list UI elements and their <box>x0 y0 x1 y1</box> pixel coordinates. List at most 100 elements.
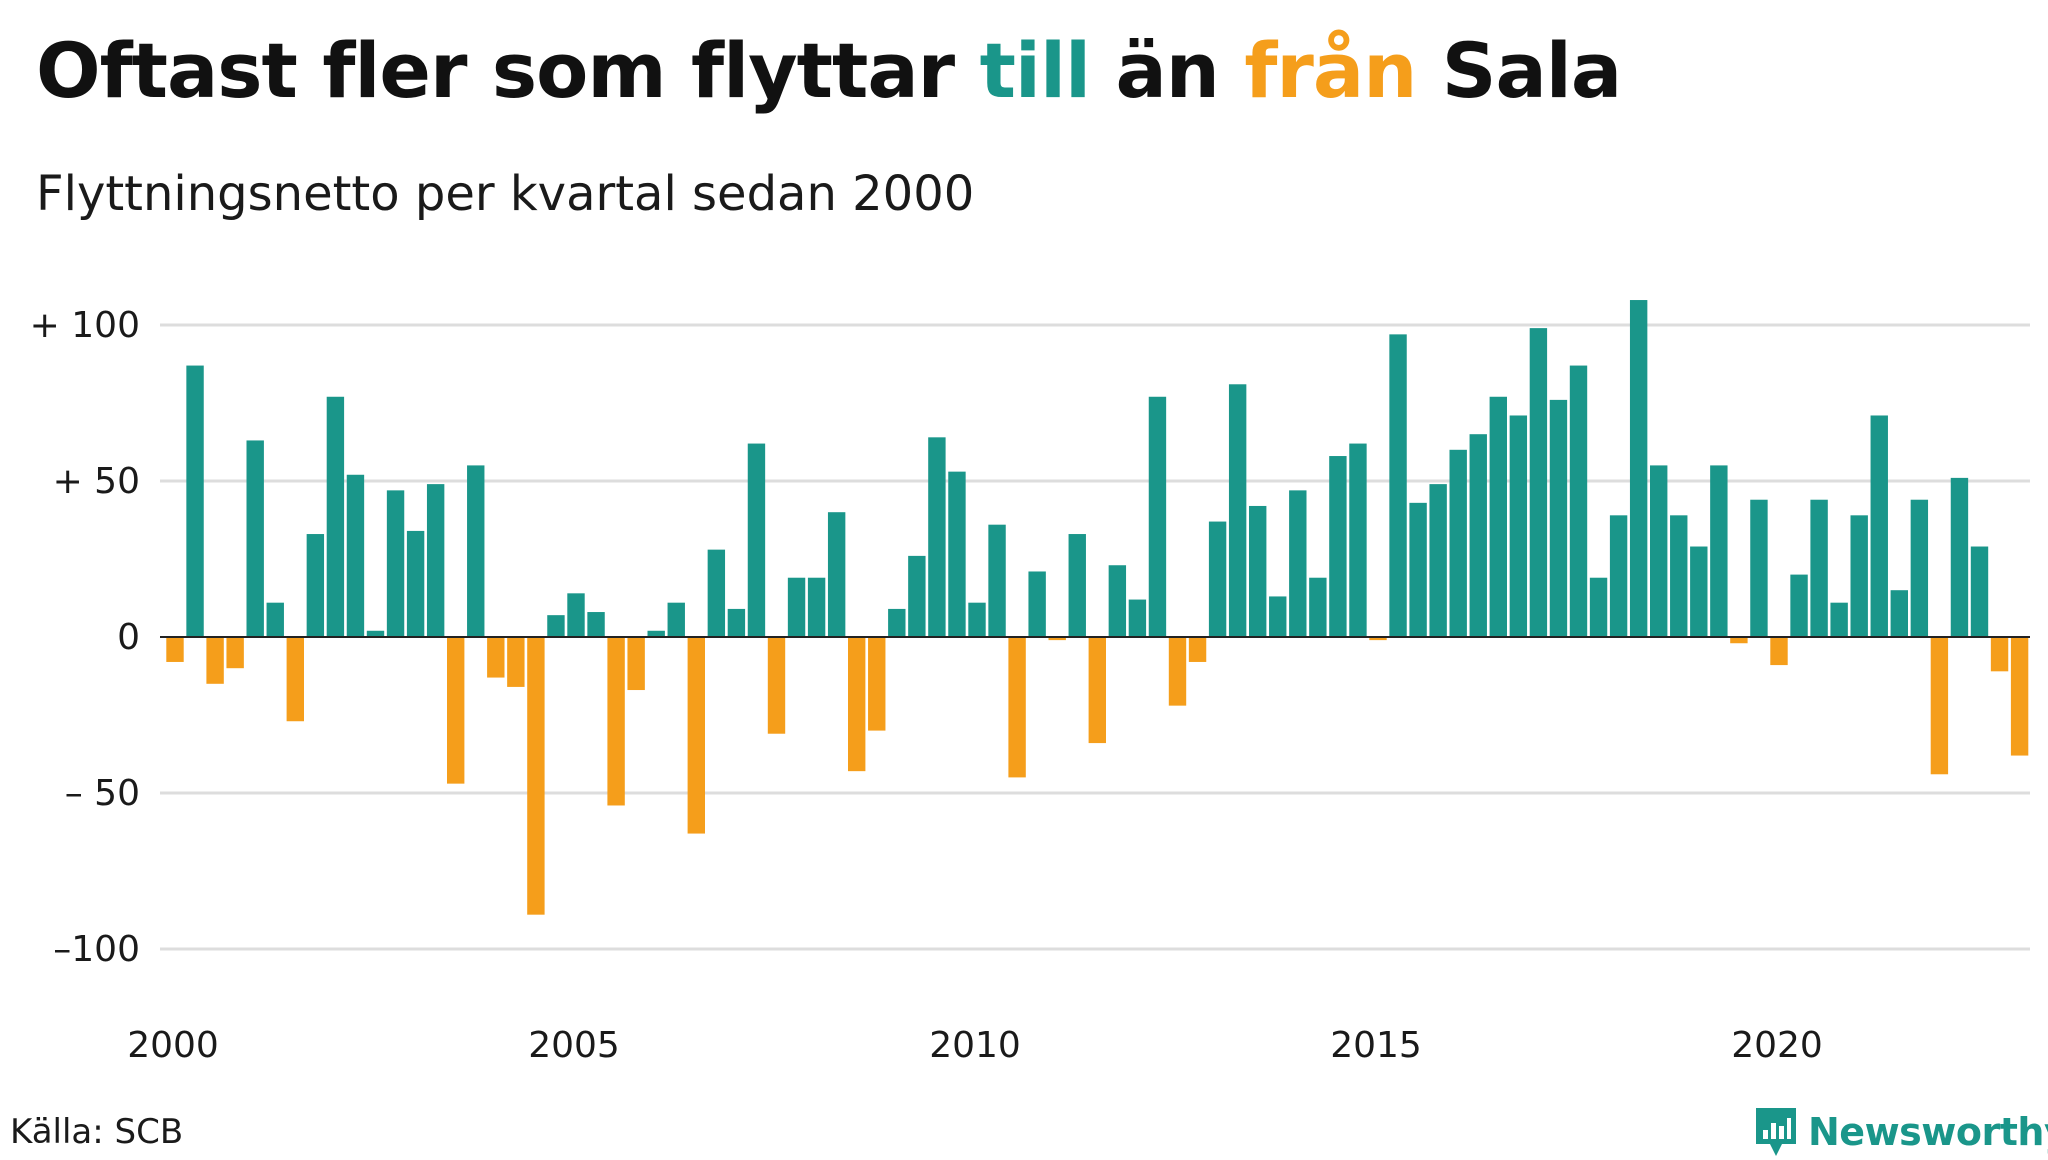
bar-positive <box>827 512 846 637</box>
bar-positive <box>346 474 365 637</box>
bar-positive <box>1870 415 1888 637</box>
bar-positive <box>1289 490 1307 637</box>
bar-positive <box>1389 334 1407 637</box>
bar-positive <box>246 440 264 637</box>
newsworthy-logo-icon <box>1756 1108 1796 1156</box>
gridlines <box>160 323 2030 951</box>
bar-positive <box>266 602 284 637</box>
bar-negative <box>848 637 866 772</box>
bar-positive <box>1970 546 1989 637</box>
title-part-5: Sala <box>1416 26 1622 115</box>
bar-positive <box>1629 300 1648 637</box>
y-tick-label: + 100 <box>30 305 140 346</box>
bar-positive <box>386 490 405 637</box>
bar-negative <box>1168 637 1187 706</box>
title-highlight-till: till <box>979 26 1091 115</box>
bar-positive <box>567 593 585 637</box>
bar-negative <box>1088 637 1106 744</box>
brand-logo: Newsworthy <box>1752 1104 2048 1160</box>
chart-subtitle: Flyttningsnetto per kvartal sedan 2000 <box>36 166 975 222</box>
bar-positive <box>667 602 685 637</box>
bar-positive <box>1028 571 1046 637</box>
bar-negative <box>607 637 625 806</box>
bar-positive <box>186 365 204 637</box>
bar-positive <box>1549 399 1568 637</box>
bar-chart: + 100 + 50 0 – 50 –100 2000 2005 2010 2015 2020 <box>30 300 2030 1066</box>
title-highlight-fran: från <box>1244 26 1417 115</box>
bar-positive <box>988 524 1006 637</box>
x-tick-label: 2020 <box>1731 1025 1823 1066</box>
bar-negative <box>447 637 465 784</box>
bar-positive <box>1429 484 1447 637</box>
bar-negative <box>527 637 545 915</box>
bar-positive <box>1309 577 1327 637</box>
bar-positive <box>406 530 425 637</box>
bar-positive <box>1469 434 1487 637</box>
bar-positive <box>1329 456 1347 637</box>
bar-positive <box>928 437 946 637</box>
bar-negative <box>1048 637 1066 641</box>
chart-title: Oftast fler som flyttar till än från Sal… <box>36 26 1622 115</box>
bar-positive <box>1650 465 1668 637</box>
bar-negative <box>1930 637 1949 775</box>
bar-positive <box>587 612 605 637</box>
bar-positive <box>707 549 726 637</box>
bar-positive <box>1128 599 1147 637</box>
bar-positive <box>1790 574 1808 637</box>
bar-negative <box>226 637 244 669</box>
title-part-1: Oftast fler som flyttar <box>36 26 980 115</box>
bar-positive <box>467 465 485 637</box>
bar-positive <box>326 396 345 637</box>
bar-positive <box>727 608 746 637</box>
bar-positive <box>747 443 766 637</box>
y-tick-label: 0 <box>117 617 140 658</box>
bar-positive <box>1810 499 1828 637</box>
bar-positive <box>1068 534 1086 637</box>
bar-negative <box>1770 637 1788 666</box>
bar-positive <box>1690 546 1708 637</box>
bar-positive <box>1489 396 1507 637</box>
bars <box>166 300 2029 915</box>
bar-positive <box>1269 596 1287 637</box>
bar-positive <box>1670 515 1688 637</box>
bar-positive <box>1108 565 1127 637</box>
bar-positive <box>1449 449 1467 637</box>
x-tick-label: 2010 <box>929 1025 1021 1066</box>
bar-positive <box>787 577 806 637</box>
bar-negative <box>868 637 886 731</box>
bar-positive <box>1830 602 1848 637</box>
bar-positive <box>1850 515 1868 637</box>
y-tick-label: + 50 <box>53 461 140 502</box>
bar-positive <box>1910 499 1929 637</box>
bar-positive <box>1950 477 1969 637</box>
bar-positive <box>1409 502 1427 637</box>
bar-negative <box>286 637 304 722</box>
bar-positive <box>1228 384 1247 637</box>
source-note: Källa: SCB <box>10 1112 184 1152</box>
bar-negative <box>507 637 525 687</box>
bar-positive <box>1349 443 1367 637</box>
bar-positive <box>1609 515 1628 637</box>
bar-negative <box>767 637 786 734</box>
bar-positive <box>366 630 385 637</box>
bar-negative <box>206 637 224 684</box>
bar-negative <box>2010 637 2029 756</box>
bar-negative <box>487 637 505 678</box>
bar-negative <box>1369 637 1387 641</box>
bar-positive <box>908 555 926 637</box>
bar-positive <box>1509 415 1528 637</box>
axes: + 100 + 50 0 – 50 –100 2000 2005 2010 2015 2020 <box>30 305 2030 1066</box>
brand-name: Newsworthy <box>1808 1110 2048 1154</box>
bar-positive <box>1890 590 1908 637</box>
title-part-3: än <box>1090 26 1245 115</box>
bar-positive <box>306 534 325 637</box>
bar-positive <box>1529 328 1548 637</box>
bar-positive <box>948 471 966 637</box>
bar-positive <box>1710 465 1728 637</box>
bar-negative <box>687 637 705 834</box>
bar-negative <box>1188 637 1207 662</box>
bar-positive <box>1208 521 1227 637</box>
bar-positive <box>968 602 986 637</box>
bar-positive <box>426 484 445 637</box>
bar-negative <box>166 637 184 662</box>
